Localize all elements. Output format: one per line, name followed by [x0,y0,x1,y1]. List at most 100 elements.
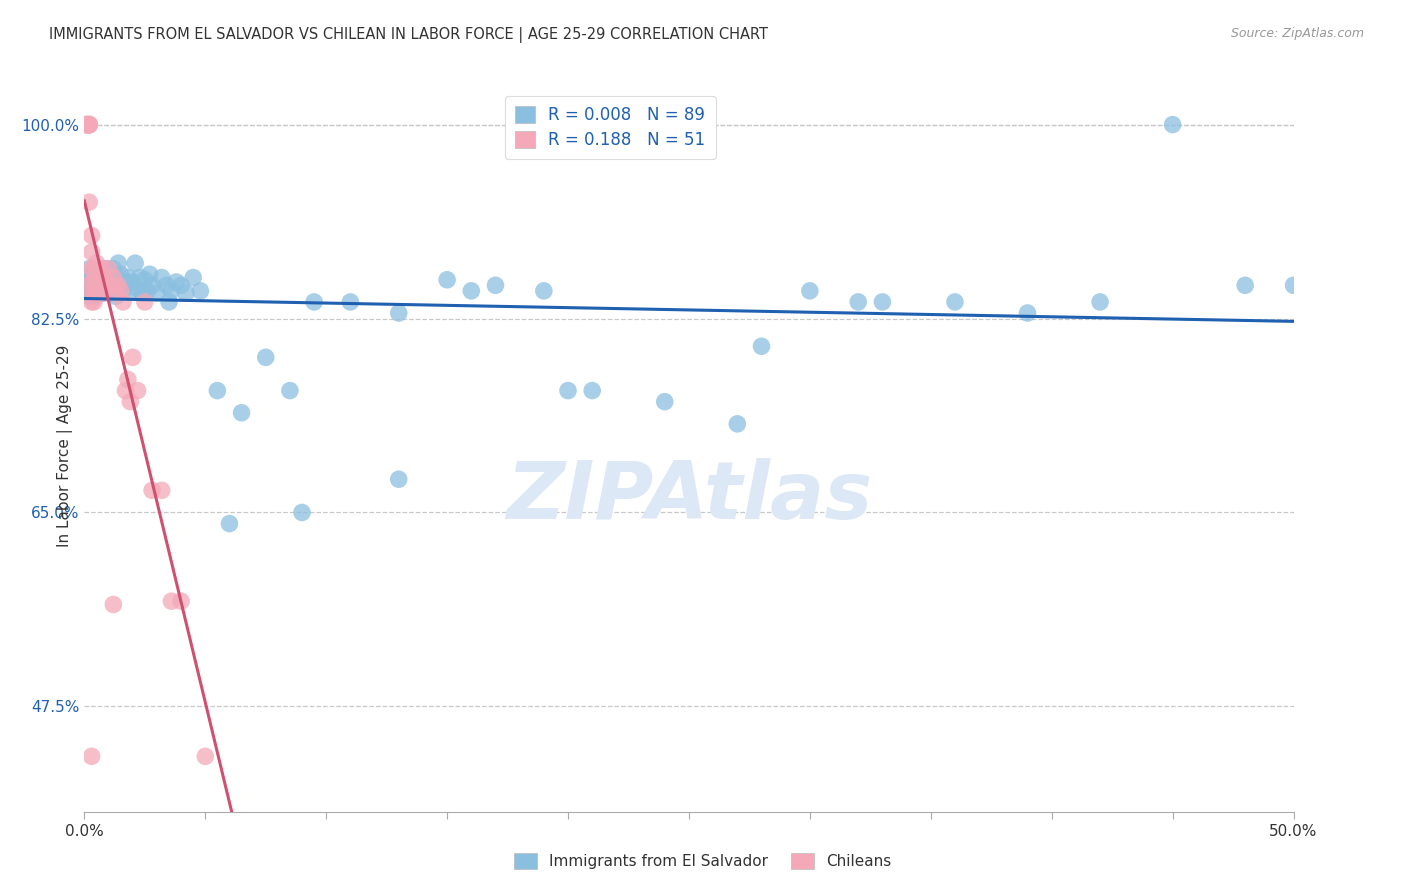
Point [751,339,773,353]
Point [83,261,105,276]
Point [93,270,115,285]
Point [1017,306,1039,320]
Point [134,294,156,309]
Point [76,118,98,132]
Point [150,270,173,285]
Point [103,270,125,285]
Point [339,294,361,309]
Point [90,261,112,276]
Point [76,273,98,287]
Point [93,286,115,301]
Point [302,294,325,309]
Point [86,286,108,301]
Point [104,289,127,303]
Point [107,256,129,270]
Point [155,278,177,293]
Text: IMMIGRANTS FROM EL SALVADOR VS CHILEAN IN LABOR FORCE | AGE 25-29 CORRELATION CH: IMMIGRANTS FROM EL SALVADOR VS CHILEAN I… [49,27,768,43]
Point [194,749,217,764]
Point [100,286,122,301]
Point [150,483,173,498]
Point [76,278,98,293]
Point [388,306,411,320]
Point [231,406,253,420]
Point [157,294,180,309]
Point [80,275,103,289]
Point [86,256,108,270]
Point [77,118,100,132]
Point [87,270,110,285]
Point [120,284,142,298]
Point [83,294,105,309]
Point [557,384,579,398]
Point [388,472,411,486]
Point [80,275,103,289]
Point [278,384,301,398]
Point [94,261,117,276]
Point [76,284,98,298]
Point [93,286,115,301]
Point [77,270,100,285]
Point [77,195,100,210]
Point [165,275,187,289]
Point [107,275,129,289]
Point [114,384,136,398]
Point [77,118,100,132]
Point [97,278,120,293]
Y-axis label: In Labor Force | Age 25-29: In Labor Force | Age 25-29 [58,345,73,547]
Point [77,118,100,132]
Point [943,294,966,309]
Point [218,516,240,531]
Point [134,273,156,287]
Point [110,284,132,298]
Point [77,278,100,293]
Point [87,286,110,301]
Point [117,372,139,386]
Point [141,483,163,498]
Legend: Immigrants from El Salvador, Chileans: Immigrants from El Salvador, Chileans [508,847,898,875]
Point [87,278,110,293]
Point [86,273,108,287]
Point [174,286,197,301]
Point [80,286,103,301]
Point [170,594,193,608]
Point [80,267,103,281]
Point [100,275,122,289]
Point [86,284,108,298]
Point [127,384,149,398]
Point [136,284,159,298]
Point [80,228,103,243]
Point [76,118,98,132]
Point [160,594,183,608]
Point [436,273,458,287]
Point [97,270,120,285]
Point [1161,118,1184,132]
Point [1282,278,1305,293]
Point [87,267,110,281]
Point [1234,278,1257,293]
Point [533,284,555,298]
Point [90,284,112,298]
Point [77,261,100,276]
Point [121,351,143,365]
Point [83,275,105,289]
Point [120,394,142,409]
Point [846,294,869,309]
Point [254,351,277,365]
Point [94,275,117,289]
Point [129,270,152,285]
Point [76,118,98,132]
Point [93,270,115,285]
Point [80,245,103,260]
Point [460,284,482,298]
Point [872,294,894,309]
Point [484,278,506,293]
Point [83,278,105,293]
Legend: R = 0.008   N = 89, R = 0.188   N = 51: R = 0.008 N = 89, R = 0.188 N = 51 [505,96,716,159]
Point [124,256,146,270]
Point [160,284,183,298]
Point [207,384,229,398]
Point [77,118,100,132]
Point [654,394,676,409]
Point [100,278,122,293]
Point [87,286,110,301]
